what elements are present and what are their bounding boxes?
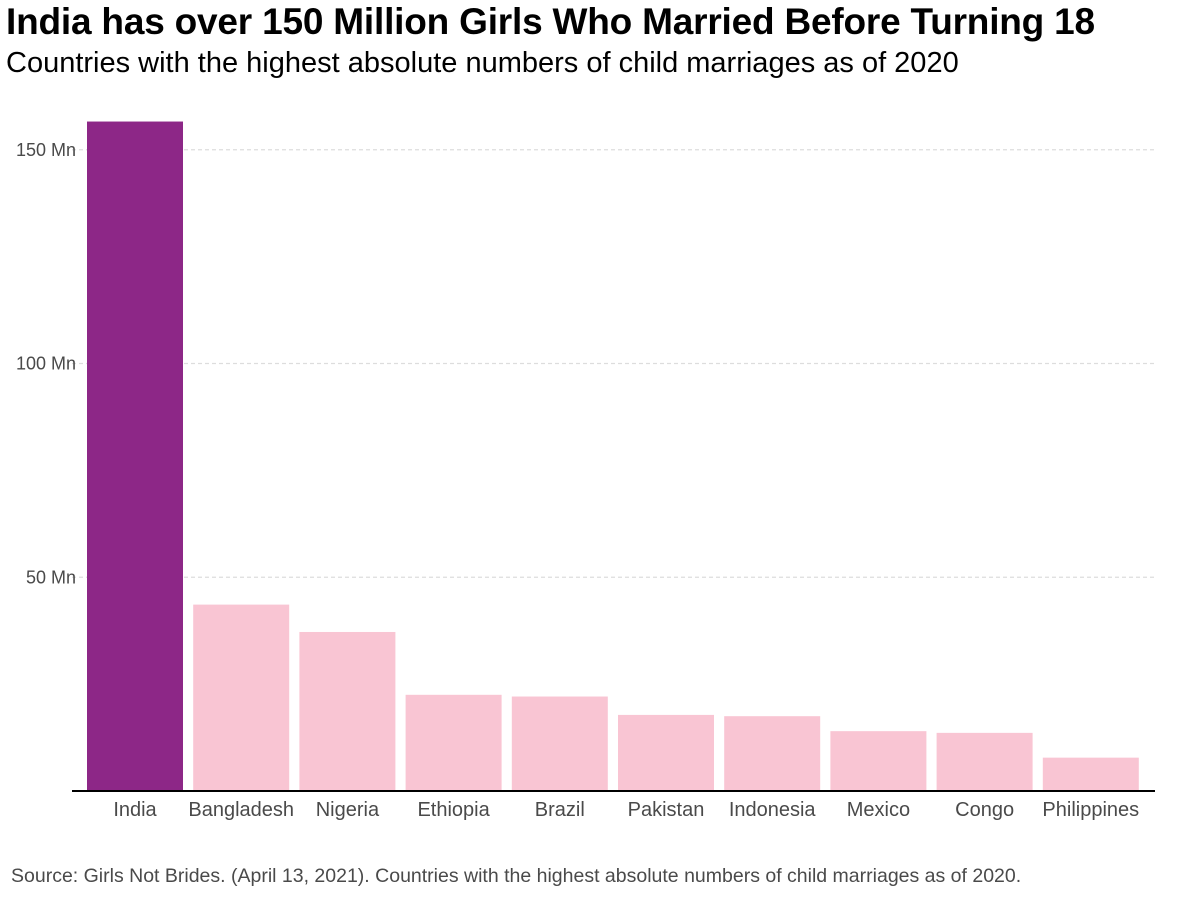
x-tick-label: India (113, 799, 157, 821)
bar-congo (936, 732, 1033, 791)
bar-brazil (511, 696, 608, 791)
x-axis-tick-labels: India Bangladesh Nigeria Ethiopia Brazil Paki… (113, 799, 1139, 821)
y-tick-label: 150 Mn (16, 140, 76, 160)
x-tick-label: Mexico (847, 799, 910, 821)
x-tick-label: Ethiopia (417, 799, 490, 821)
x-tick-label: Bangladesh (188, 799, 294, 821)
y-axis-tick-labels: 50 Mn 100 Mn 150 Mn (16, 140, 76, 588)
bar-nigeria (299, 631, 396, 791)
x-tick-label: Philippines (1042, 799, 1139, 821)
y-tick-label: 100 Mn (16, 354, 76, 374)
bar-india (87, 121, 183, 791)
source-note: Source: Girls Not Brides. (April 13, 202… (11, 865, 1022, 887)
chart-subtitle: Countries with the highest absolute numb… (6, 47, 959, 79)
x-tick-label: Nigeria (316, 799, 380, 821)
chart-title: India has over 150 Million Girls Who Mar… (6, 1, 1095, 42)
x-tick-label: Indonesia (729, 799, 817, 821)
bar-ethiopia (405, 694, 502, 791)
bar-chart: 50 Mn 100 Mn 150 Mn India Bangladesh Nigeria… (16, 121, 1155, 821)
bar-bangladesh (193, 604, 290, 791)
grid-lines (72, 149, 1155, 578)
x-tick-label: Congo (955, 799, 1014, 821)
bar-indonesia (724, 716, 821, 791)
bar-pakistan (618, 714, 714, 791)
x-tick-label: Brazil (535, 799, 585, 821)
y-tick-label: 50 Mn (26, 567, 76, 587)
x-tick-label: Pakistan (628, 799, 705, 821)
bar-philippines (1042, 757, 1139, 791)
bars (87, 121, 1139, 791)
bar-mexico (830, 731, 927, 791)
